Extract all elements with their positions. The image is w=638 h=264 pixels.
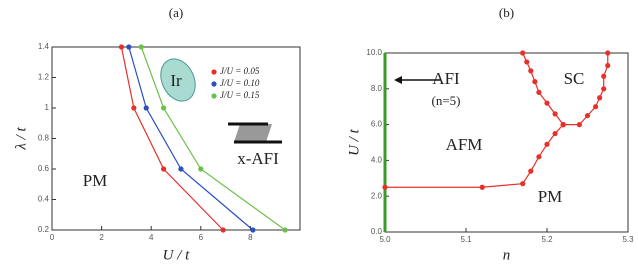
annotation: (n=5) xyxy=(432,93,461,108)
y-tick-label: 0.8 xyxy=(38,134,50,143)
point xyxy=(520,181,525,186)
point xyxy=(553,131,558,136)
point xyxy=(520,50,525,55)
y-axis-label: λ / t xyxy=(13,127,29,151)
point xyxy=(561,122,566,127)
x-tick-label: 2 xyxy=(99,233,104,242)
y-tick-label: 0.0 xyxy=(371,227,383,236)
x-tick-label: 8 xyxy=(248,233,253,242)
y-tick-label: 0.2 xyxy=(38,225,50,234)
point xyxy=(119,44,124,49)
point xyxy=(283,227,288,232)
point xyxy=(605,50,610,55)
x-afi-icon xyxy=(228,124,282,142)
panel-title: (a) xyxy=(169,5,183,20)
point xyxy=(593,104,598,109)
point xyxy=(544,101,549,106)
point xyxy=(532,79,537,84)
point xyxy=(126,44,131,49)
point xyxy=(536,90,541,95)
point xyxy=(577,122,582,127)
point xyxy=(198,166,203,171)
point xyxy=(605,63,610,68)
point xyxy=(250,227,255,232)
arrow-head xyxy=(394,76,402,84)
x-tick-label: 6 xyxy=(199,233,204,242)
annotation: PM xyxy=(538,187,563,206)
point xyxy=(536,154,541,159)
y-tick-label: 0.4 xyxy=(38,195,50,204)
point xyxy=(131,105,136,110)
annotation: AFI xyxy=(432,69,460,88)
x-axis-label: n xyxy=(503,247,511,263)
legend-marker xyxy=(211,81,216,86)
point xyxy=(524,59,529,64)
point xyxy=(161,105,166,110)
point xyxy=(601,74,606,79)
point xyxy=(597,95,602,100)
x-tick-label: 5.1 xyxy=(460,235,472,244)
x-tick-label: 5.0 xyxy=(379,235,391,244)
figure: (a) 0 2 4 6 8 0.2 0.4 0.6 0.8 1 1.2 1.4 U / t λ / t J/U… xyxy=(0,0,638,264)
annotation: PM xyxy=(83,171,108,190)
legend-marker xyxy=(211,69,216,74)
annotation: Ir xyxy=(170,71,182,90)
y-tick-label: 1.2 xyxy=(38,73,50,82)
y-tick-label: 0.6 xyxy=(38,164,50,173)
legend-label: J/U = 0.15 xyxy=(220,90,260,100)
x-tick-label: 5.2 xyxy=(541,235,553,244)
point xyxy=(178,166,183,171)
point xyxy=(601,86,606,91)
y-tick-label: 2.0 xyxy=(371,191,383,200)
y-axis-label: U / t xyxy=(346,128,362,156)
point xyxy=(382,185,387,190)
annotation: SC xyxy=(564,69,585,88)
y-tick-label: 8.0 xyxy=(371,84,383,93)
point xyxy=(553,111,558,116)
y-tick-label: 4.0 xyxy=(371,156,383,165)
point xyxy=(221,227,226,232)
y-tick-label: 10.0 xyxy=(366,48,382,57)
y-tick-label: 1.4 xyxy=(38,42,50,51)
point xyxy=(144,105,149,110)
legend-marker xyxy=(211,93,216,98)
point xyxy=(528,68,533,73)
point xyxy=(480,185,485,190)
series-line xyxy=(563,53,608,125)
point xyxy=(161,166,166,171)
x-tick-label: 5.3 xyxy=(622,235,634,244)
legend-label: J/U = 0.10 xyxy=(220,78,260,88)
x-tick-label: 4 xyxy=(149,233,154,242)
point xyxy=(585,113,590,118)
x-axis-label: U / t xyxy=(163,247,191,263)
annotation: AFM xyxy=(446,135,483,154)
legend-label: J/U = 0.05 xyxy=(220,66,260,76)
x-tick-label: 0 xyxy=(50,233,55,242)
point xyxy=(528,169,533,174)
y-tick-label: 6.0 xyxy=(371,120,383,129)
panel-title: (b) xyxy=(499,5,514,20)
point xyxy=(139,44,144,49)
annotation: x-AFI xyxy=(237,149,279,168)
point xyxy=(544,142,549,147)
y-tick-label: 1 xyxy=(45,103,50,112)
